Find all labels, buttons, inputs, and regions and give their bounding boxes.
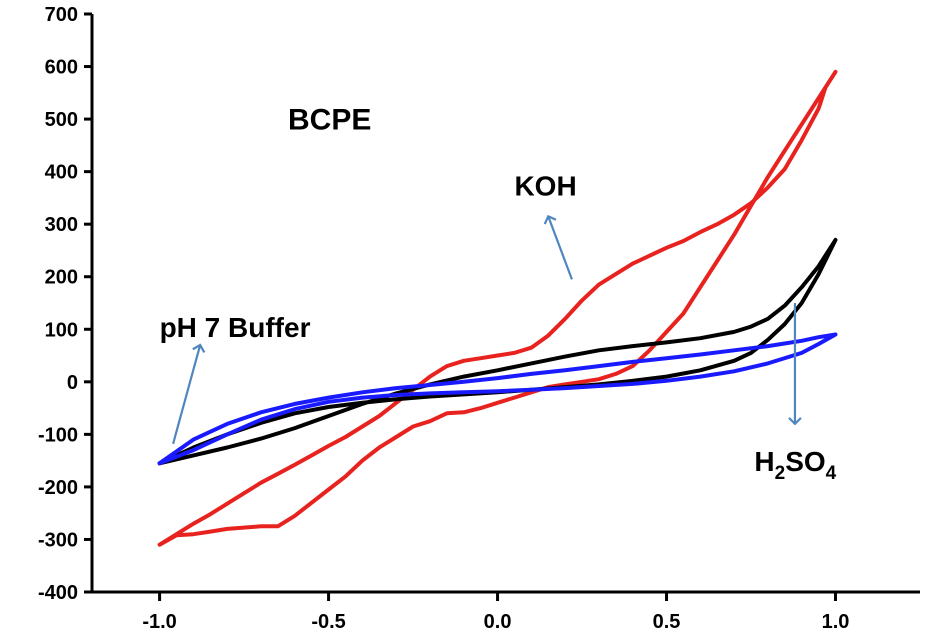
axes	[90, 14, 920, 594]
series-layer	[157, 69, 838, 547]
y-tick-label: 0	[67, 372, 78, 394]
ph7-buffer-arrow	[172, 343, 206, 445]
y-ticks: -400 -300 -200 -100 0 100 200 300 400 500 600 700	[38, 4, 92, 604]
annotations: BCPE KOH pH 7 Buffer H2SO4	[160, 104, 837, 485]
x-tick-label: 1.0	[822, 611, 850, 633]
h2so4-h: H	[754, 446, 774, 477]
y-tick-label: 500	[45, 109, 78, 131]
series-blue-ph7-curve	[157, 332, 838, 466]
annotation-h2so4: H2SO4	[754, 446, 836, 484]
y-tick-label: -300	[38, 529, 78, 551]
x-tick-label: -0.5	[311, 611, 345, 633]
x-tick-label: -1.0	[142, 611, 176, 633]
h2so4-sub-4: 4	[826, 463, 837, 484]
y-tick-label: -200	[38, 477, 78, 499]
h2so4-so: SO	[785, 446, 825, 477]
y-tick-label: -400	[38, 582, 78, 604]
x-tick-label: 0.0	[484, 611, 512, 633]
y-tick-label: -100	[38, 424, 78, 446]
series-red-koh-curve	[157, 69, 838, 547]
x-ticks: -1.0 -0.5 0.0 0.5 1.0	[142, 592, 849, 633]
y-tick-label: 100	[45, 319, 78, 341]
annotation-arrows	[172, 214, 802, 445]
koh-arrow	[543, 214, 573, 280]
y-tick-label: 600	[45, 57, 78, 79]
x-tick-label: 0.5	[653, 611, 681, 633]
annotation-bcpe: BCPE	[288, 104, 371, 137]
h2so4-sub-2: 2	[775, 463, 786, 484]
annotation-koh: KOH	[514, 170, 576, 201]
y-tick-label: 400	[45, 162, 78, 184]
annotation-ph7-buffer: pH 7 Buffer	[160, 312, 311, 343]
y-tick-label: 200	[45, 267, 78, 289]
y-tick-label: 300	[45, 214, 78, 236]
y-tick-label: 700	[45, 4, 78, 26]
